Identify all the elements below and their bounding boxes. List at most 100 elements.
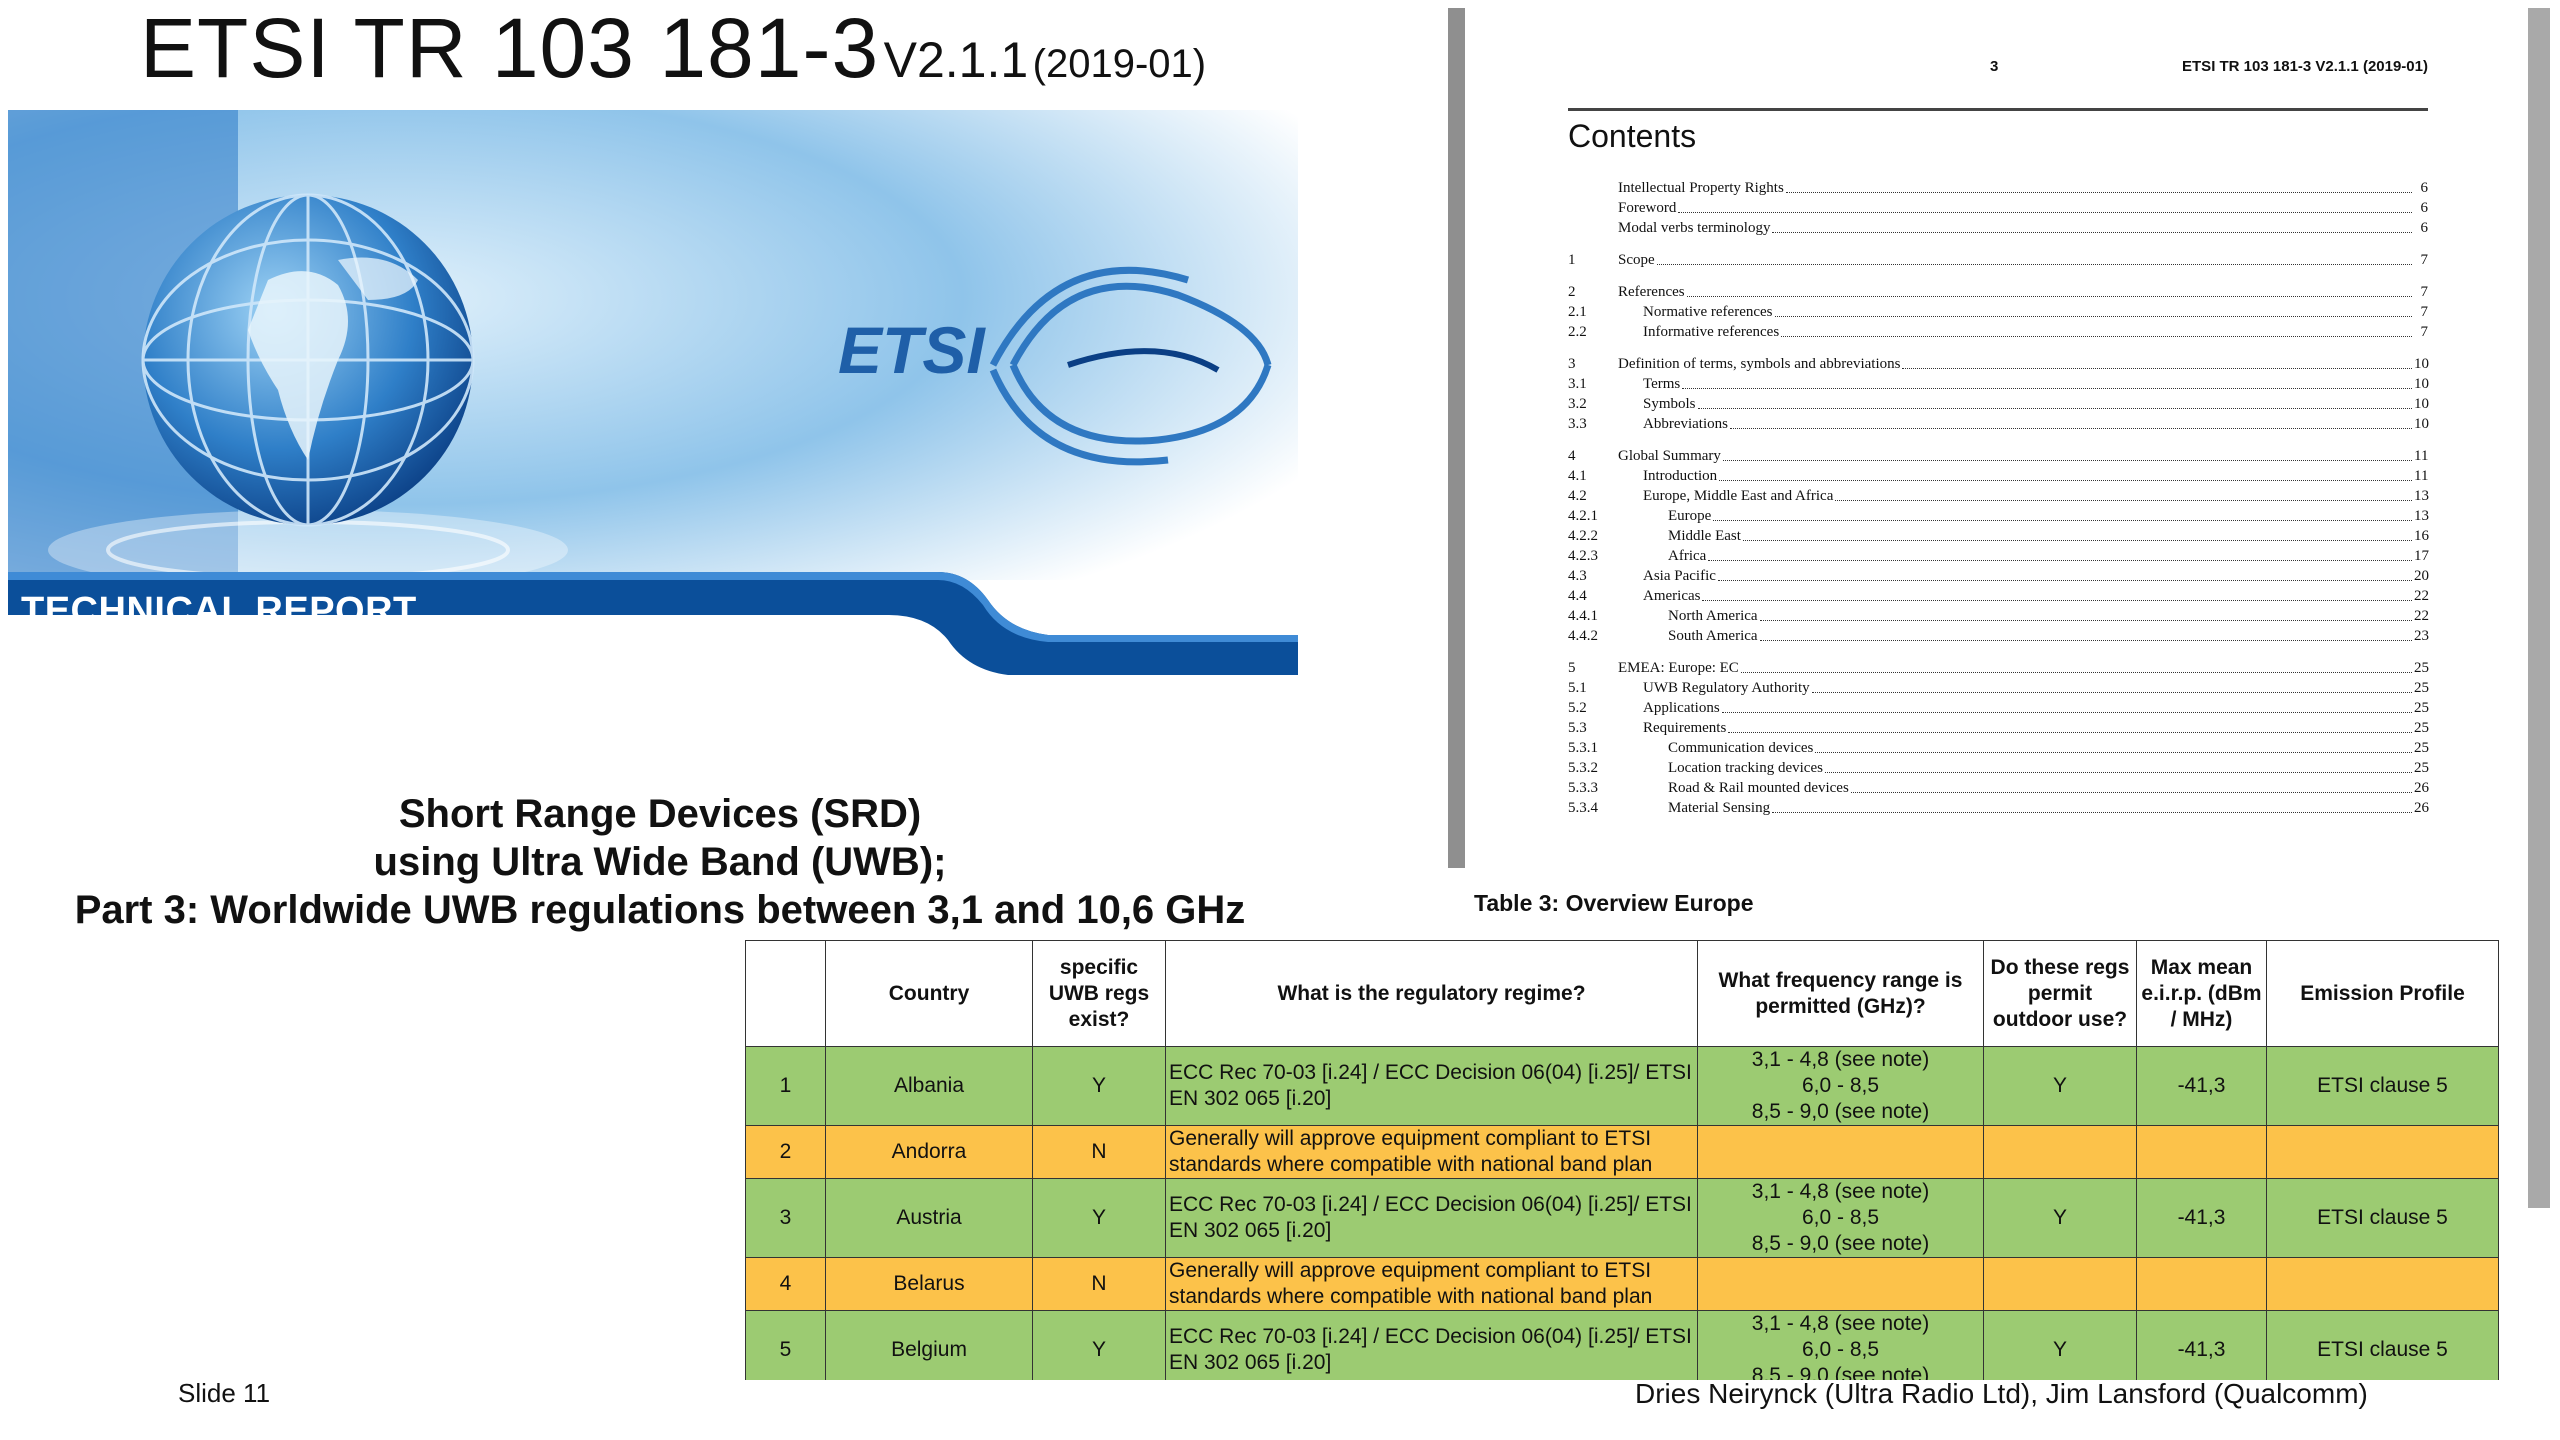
toc-entry: 3.2 Symbols 10 [1568, 394, 2429, 414]
toc-entry-label: Material Sensing [1668, 800, 1771, 816]
toc-entry-number: 3.1 [1568, 376, 1587, 392]
toc-entry: 4.4.1 North America 22 [1568, 606, 2429, 626]
toc-entry-number: 5.3.3 [1568, 780, 1598, 796]
toc-entry-number: 4.2.1 [1568, 508, 1598, 524]
toc-entry-label: Africa [1668, 548, 1707, 564]
toc-entry-page: 22 [2414, 608, 2429, 624]
toc-leader-dots [1772, 798, 2412, 813]
toc-entry-label: UWB Regulatory Authority [1643, 680, 1810, 696]
toc-entry-label: Road & Rail mounted devices [1668, 780, 1849, 796]
toc-entry: 5.3.3 Road & Rail mounted devices 26 [1568, 778, 2429, 798]
toc-entry-page: 10 [2414, 396, 2429, 412]
cell-country: Austria [825, 1178, 1033, 1258]
cell-frequency [1697, 1125, 1984, 1179]
toc-entry: 5.2 Applications 25 [1568, 698, 2429, 718]
toc-leader-dots [1902, 354, 2412, 369]
table-row: 4 Belarus N Generally will approve equipmen… [745, 1257, 2499, 1311]
toc-entry-page: 13 [2414, 508, 2429, 524]
toc-entry: 2 References 7 [1568, 282, 2428, 302]
cell-profile: ETSI clause 5 [2266, 1046, 2499, 1126]
toc-entry-number: 2 [1568, 284, 1576, 300]
toc-entry-label: Americas [1643, 588, 1701, 604]
toc-entry-label: Applications [1643, 700, 1720, 716]
cell-index: 2 [745, 1125, 826, 1179]
table-body: 1 Albania Y ECC Rec 70-03 [i.24] / ECC Deci… [745, 1046, 2499, 1380]
toc-entry-number: 4.1 [1568, 468, 1587, 484]
doc-date: (2019-01) [1032, 42, 1207, 86]
toc-leader-dots [1719, 466, 2412, 481]
toc-entry-page: 13 [2414, 488, 2429, 504]
toc-leader-dots [1785, 178, 2412, 193]
cell-regime: Generally will approve equipment complia… [1165, 1125, 1698, 1179]
toc-leader-dots [1656, 250, 2412, 265]
frequency-range: 6,0 - 8,5 [1801, 1074, 1880, 1097]
slide-number: Slide 11 [178, 1378, 271, 1408]
etsi-logo: ETSI [838, 266, 1272, 466]
table-row: 5 Belgium Y ECC Rec 70-03 [i.24] / ECC Deci… [745, 1310, 2499, 1380]
cell-frequency: 3,1 - 4,8 (see note) 6,0 - 8,5 8,5 - 9,0 (… [1697, 1046, 1984, 1126]
toc-entry-label: EMEA: Europe: EC [1618, 660, 1739, 676]
frequency-range: 3,1 - 4,8 (see note) [1751, 1048, 1930, 1071]
toc-entry-label: Scope [1618, 252, 1655, 268]
toc-entry-number: 2.2 [1568, 324, 1587, 340]
cell-country: Belarus [825, 1257, 1033, 1311]
header-profile: Emission Profile [2266, 940, 2499, 1047]
toc-leader-dots [1742, 526, 2412, 541]
toc-leader-dots [1815, 738, 2412, 753]
toc-entry-label: Location tracking devices [1668, 760, 1823, 776]
toc-title: Contents [1568, 118, 1697, 154]
toc-entry-label: Normative references [1643, 304, 1773, 320]
cell-regime: Generally will approve equipment complia… [1165, 1257, 1698, 1311]
doc-number: ETSI TR 103 181-3 [140, 1, 880, 95]
toc-entry-label: Definition of terms, symbols and abbrevi… [1618, 356, 1901, 372]
document-title: Short Range Devices (SRD) using Ultra Wi… [30, 790, 1290, 934]
toc-entry: 4.2 Europe, Middle East and Africa 13 [1568, 486, 2429, 506]
toc-entry: 5.1 UWB Regulatory Authority 25 [1568, 678, 2429, 698]
toc-entry-label: Introduction [1643, 468, 1718, 484]
table-header-row: Country specific UWB regs exist? What is… [745, 940, 2499, 1047]
toc-entry-page: 7 [2420, 324, 2429, 340]
cell-profile [2266, 1257, 2499, 1311]
toc-entry: 3.1 Terms 10 [1568, 374, 2429, 394]
toc-entry-label: Europe, Middle East and Africa [1643, 488, 1834, 504]
toc-entry-number: 4.4 [1568, 588, 1587, 604]
toc-entry-number: 5.3.2 [1568, 760, 1598, 776]
contents-page: 3 ETSI TR 103 181-3 V2.1.1 (2019-01) Con… [1465, 8, 2528, 868]
toc-entry-page: 16 [2414, 528, 2429, 544]
toc-entry-page: 10 [2414, 376, 2429, 392]
toc-entry-label: Terms [1643, 376, 1681, 392]
table-caption: Table 3: Overview Europe [1474, 890, 1754, 916]
toc-entry-page: 25 [2414, 740, 2429, 756]
cell-frequency: 3,1 - 4,8 (see note) 6,0 - 8,5 8,5 - 9,0 (… [1697, 1310, 1984, 1380]
cell-index: 5 [745, 1310, 826, 1380]
toc-entry: 5.3.1 Communication devices 25 [1568, 738, 2429, 758]
toc-entry: 4.2.1 Europe 13 [1568, 506, 2429, 526]
toc-entry-number: 3.3 [1568, 416, 1587, 432]
toc-entry-number: 5.3.1 [1568, 740, 1598, 756]
toc-entry: 4.2.3 Africa 17 [1568, 546, 2429, 566]
toc-entry-page: 25 [2414, 720, 2429, 736]
technical-report-label: TECHNICAL REPORT [21, 590, 417, 632]
cell-outdoor: Y [1983, 1178, 2137, 1258]
cell-eirp: -41,3 [2136, 1310, 2267, 1380]
toc-entry: 3.3 Abbreviations 10 [1568, 414, 2429, 434]
toc-entry-number [1568, 178, 1618, 198]
cell-outdoor: Y [1983, 1310, 2137, 1380]
toc-entry-label: Global Summary [1618, 448, 1721, 464]
cell-specific: Y [1032, 1046, 1166, 1126]
toc-page-number: 3 [1990, 58, 1999, 75]
header-eirp: Max mean e.i.r.p. (dBm / MHz) [2136, 940, 2267, 1047]
toc-leader-dots [1850, 778, 2412, 793]
toc-leader-dots [1682, 374, 2412, 389]
doc-title-line3: Part 3: Worldwide UWB regulations betwee… [74, 888, 1246, 932]
toc-entry: 2.1 Normative references 7 [1568, 302, 2428, 322]
toc-entry-number: 5 [1568, 660, 1576, 676]
toc-leader-dots [1717, 566, 2412, 581]
cell-frequency: 3,1 - 4,8 (see note) 6,0 - 8,5 8,5 - 9,0 (… [1697, 1178, 1984, 1258]
toc-leader-dots [1713, 506, 2412, 521]
frequency-range: 8,5 - 9,0 (see note) [1751, 1100, 1930, 1123]
toc-entry-number: 5.2 [1568, 700, 1587, 716]
toc-entry-label: Symbols [1643, 396, 1696, 412]
cell-regime: ECC Rec 70-03 [i.24] / ECC Decision 06(0… [1165, 1310, 1698, 1380]
toc-entry: 3 Definition of terms, symbols and abbrev… [1568, 354, 2429, 374]
